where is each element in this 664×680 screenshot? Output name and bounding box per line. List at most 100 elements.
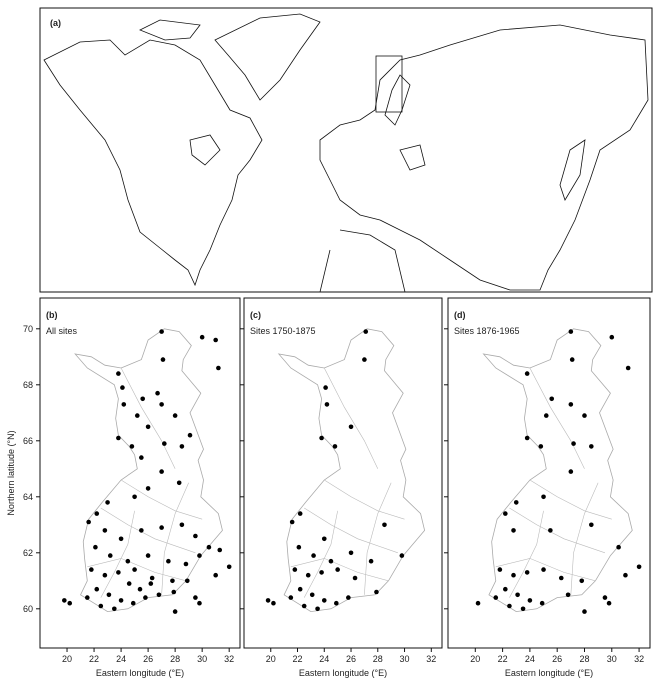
site-point <box>148 581 154 586</box>
x-tick-label: 30 <box>400 654 410 664</box>
site-point <box>520 606 526 612</box>
site-point <box>197 600 202 606</box>
site-point <box>106 592 112 598</box>
site-point <box>145 553 151 558</box>
site-point <box>362 357 367 362</box>
site-point <box>609 334 615 340</box>
y-tick-label: 60 <box>23 604 33 614</box>
site-point <box>193 595 198 600</box>
site-point <box>134 413 140 418</box>
coastline <box>399 144 426 171</box>
site-point <box>112 606 117 612</box>
site-point <box>217 547 223 553</box>
site-point <box>292 567 298 572</box>
site-point <box>289 519 295 525</box>
site-point <box>539 600 545 606</box>
site-point <box>107 553 113 558</box>
site-point <box>524 371 530 376</box>
region-border <box>509 510 544 598</box>
site-point <box>323 385 328 390</box>
site-point <box>589 522 594 528</box>
x-axis-label: Eastern longitude (°E) <box>299 668 387 678</box>
site-point <box>145 486 151 491</box>
site-point <box>159 469 164 474</box>
region-border <box>364 482 392 595</box>
site-point <box>193 533 198 539</box>
site-point <box>171 589 177 595</box>
site-point <box>172 413 178 418</box>
site-point <box>184 578 190 584</box>
site-point <box>399 553 405 558</box>
site-point <box>67 600 73 606</box>
site-point <box>172 609 178 614</box>
x-tick-label: 26 <box>143 654 153 664</box>
site-point <box>335 567 340 572</box>
coastline <box>43 39 263 287</box>
coastline <box>559 139 586 201</box>
site-point <box>116 570 121 575</box>
region-border <box>87 558 187 582</box>
site-point <box>503 586 508 592</box>
site-point <box>589 444 594 449</box>
x-tick-label: 28 <box>579 654 589 664</box>
region-border <box>100 510 135 598</box>
site-point <box>86 519 91 525</box>
country-outline <box>482 328 633 613</box>
site-point <box>568 402 574 407</box>
region-border <box>529 479 612 520</box>
site-point <box>538 444 544 449</box>
site-point <box>288 595 294 600</box>
site-point <box>145 424 151 430</box>
site-point <box>160 357 166 362</box>
site-point <box>606 600 612 606</box>
site-point <box>382 522 387 528</box>
y-tick-label: 68 <box>23 380 33 390</box>
site-point <box>493 595 499 600</box>
site-point <box>623 572 628 578</box>
site-point <box>346 595 351 600</box>
panel-label: (b) <box>46 310 58 320</box>
coastline <box>319 24 649 291</box>
site-point <box>129 444 135 449</box>
site-point <box>118 598 124 603</box>
panel-label: (c) <box>250 310 261 320</box>
x-tick-label: 22 <box>293 654 303 664</box>
x-tick-label: 32 <box>634 654 644 664</box>
site-point <box>569 357 575 362</box>
y-tick-label: 64 <box>23 492 33 502</box>
site-point <box>616 544 621 550</box>
y-axis-label: Northern latitude (°N) <box>6 430 16 515</box>
site-point <box>156 592 162 598</box>
site-point <box>297 586 303 592</box>
site-point <box>84 595 90 600</box>
site-point <box>543 413 549 418</box>
region-border <box>120 367 176 469</box>
site-point <box>271 600 276 606</box>
site-point <box>162 441 167 446</box>
x-tick-label: 20 <box>470 654 480 664</box>
region-border <box>324 367 379 469</box>
panel-subtitle: Sites 1750-1875 <box>250 326 316 336</box>
x-tick-label: 28 <box>170 654 180 664</box>
panel-subtitle: All sites <box>46 326 78 336</box>
site-point <box>213 572 218 578</box>
site-point <box>568 329 574 334</box>
site-point <box>582 609 587 614</box>
site-point <box>149 575 155 581</box>
site-point <box>475 600 481 606</box>
site-point <box>352 575 358 581</box>
region-border <box>161 482 189 595</box>
x-tick-label: 32 <box>426 654 436 664</box>
site-point <box>328 558 334 564</box>
site-point <box>511 528 516 533</box>
site-point <box>297 511 303 516</box>
country-outline <box>74 328 223 613</box>
panel-label: (a) <box>50 18 61 28</box>
coastline <box>189 134 221 166</box>
scatter-panel: 20 22 24 26 28 30 32 (d) Sites 1876-1965 Eastern … <box>444 297 651 678</box>
site-point <box>98 603 104 609</box>
site-point <box>348 550 354 556</box>
site-point <box>130 600 136 606</box>
x-tick-label: 22 <box>89 654 99 664</box>
site-point <box>511 572 516 578</box>
